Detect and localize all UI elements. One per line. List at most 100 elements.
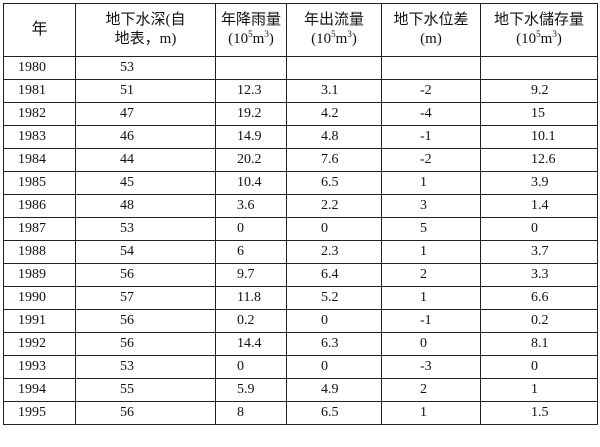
table-container: 年 地下水深(自 地表，m) 年降雨量 (105m3) 年出流量 (105m3)…: [3, 3, 598, 425]
header-water-level-diff: 地下水位差 (m): [381, 3, 481, 57]
cell-depth: 51: [75, 79, 216, 103]
cell-depth: 56: [75, 332, 216, 356]
table-row: 1981 51 12.3 3.1 -2 9.2: [3, 79, 598, 103]
header-annual-outflow: 年出流量 (105m3): [286, 3, 382, 57]
header-level-line2: (m): [420, 31, 442, 47]
cell-storage: 8.1: [480, 332, 598, 356]
header-row: 年 地下水深(自 地表，m) 年降雨量 (105m3) 年出流量 (105m3)…: [3, 3, 598, 57]
cell-rainfall: 9.7: [215, 263, 287, 287]
cell-storage: 0: [480, 355, 598, 379]
cell-storage: 3.7: [480, 240, 598, 264]
header-year-label: 年: [31, 20, 48, 38]
cell-rainfall: 0: [215, 217, 287, 241]
cell-level-diff: 1: [381, 240, 481, 264]
cell-rainfall: [215, 56, 287, 80]
cell-storage: 15: [480, 102, 598, 126]
cell-storage: 12.6: [480, 148, 598, 172]
cell-storage: 9.2: [480, 79, 598, 103]
table-row: 1983 46 14.9 4.8 -1 10.1: [3, 125, 598, 149]
cell-depth: 45: [75, 171, 216, 195]
groundwater-data-table: 年 地下水深(自 地表，m) 年降雨量 (105m3) 年出流量 (105m3)…: [3, 3, 598, 425]
cell-storage: 0: [480, 217, 598, 241]
header-year: 年: [3, 3, 76, 57]
cell-rainfall: 8: [215, 401, 287, 425]
cell-storage: 6.6: [480, 286, 598, 310]
cell-outflow: 0: [286, 355, 382, 379]
cell-rainfall: 0: [215, 355, 287, 379]
cell-depth: 56: [75, 401, 216, 425]
cell-level-diff: 2: [381, 263, 481, 287]
cell-year: 1993: [3, 355, 76, 379]
table-row: 1984 44 20.2 7.6 -2 12.6: [3, 148, 598, 172]
header-annual-rainfall: 年降雨量 (105m3): [215, 3, 287, 57]
header-level-line1: 地下水位差: [393, 11, 469, 28]
cell-rainfall: 0.2: [215, 309, 287, 333]
cell-storage: 3.3: [480, 263, 598, 287]
cell-outflow: 4.8: [286, 125, 382, 149]
cell-rainfall: 20.2: [215, 148, 287, 172]
cell-rainfall: 11.8: [215, 286, 287, 310]
cell-outflow: 7.6: [286, 148, 382, 172]
header-groundwater-storage: 地下水儲存量 (105m3): [480, 3, 598, 57]
cell-outflow: 0: [286, 309, 382, 333]
cell-outflow: 4.2: [286, 102, 382, 126]
header-outflow-line1: 年出流量: [303, 11, 364, 28]
table-row: 1992 56 14.4 6.3 0 8.1: [3, 332, 598, 356]
cell-year: 1983: [3, 125, 76, 149]
cell-year: 1992: [3, 332, 76, 356]
table-row: 1990 57 11.8 5.2 1 6.6: [3, 286, 598, 310]
table-row: 1988 54 6 2.3 1 3.7: [3, 240, 598, 264]
header-depth-line1: 地下水深(自: [105, 11, 186, 28]
cell-outflow: 6.4: [286, 263, 382, 287]
cell-storage: 1: [480, 378, 598, 402]
cell-depth: 54: [75, 240, 216, 264]
table-row: 1986 48 3.6 2.2 3 1.4: [3, 194, 598, 218]
cell-rainfall: 6: [215, 240, 287, 264]
cell-level-diff: 1: [381, 171, 481, 195]
cell-level-diff: 3: [381, 194, 481, 218]
cell-storage: [480, 56, 598, 80]
header-rainfall-line1: 年降雨量: [220, 11, 281, 28]
cell-level-diff: -2: [381, 148, 481, 172]
cell-year: 1986: [3, 194, 76, 218]
cell-outflow: 4.9: [286, 378, 382, 402]
cell-level-diff: 1: [381, 286, 481, 310]
cell-level-diff: 2: [381, 378, 481, 402]
cell-storage: 3.9: [480, 171, 598, 195]
cell-outflow: 6.5: [286, 401, 382, 425]
table-row: 1991 56 0.2 0 -1 0.2: [3, 309, 598, 333]
cell-depth: 55: [75, 378, 216, 402]
cell-depth: 56: [75, 263, 216, 287]
cell-year: 1981: [3, 79, 76, 103]
cell-rainfall: 10.4: [215, 171, 287, 195]
cell-level-diff: -4: [381, 102, 481, 126]
cell-depth: 57: [75, 286, 216, 310]
cell-depth: 53: [75, 355, 216, 379]
cell-level-diff: -1: [381, 309, 481, 333]
cell-storage: 1.4: [480, 194, 598, 218]
cell-rainfall: 12.3: [215, 79, 287, 103]
header-rainfall-unit: (105m3): [228, 29, 274, 48]
cell-storage: 1.5: [480, 401, 598, 425]
cell-year: 1980: [3, 56, 76, 80]
cell-depth: 48: [75, 194, 216, 218]
cell-level-diff: [381, 56, 481, 80]
cell-depth: 47: [75, 102, 216, 126]
table-row: 1994 55 5.9 4.9 2 1: [3, 378, 598, 402]
cell-depth: 44: [75, 148, 216, 172]
table-header: 年 地下水深(自 地表，m) 年降雨量 (105m3) 年出流量 (105m3)…: [3, 3, 598, 57]
header-groundwater-depth: 地下水深(自 地表，m): [75, 3, 216, 57]
cell-year: 1982: [3, 102, 76, 126]
cell-outflow: 2.2: [286, 194, 382, 218]
cell-rainfall: 19.2: [215, 102, 287, 126]
cell-level-diff: 0: [381, 332, 481, 356]
cell-year: 1984: [3, 148, 76, 172]
table-row: 1980 53: [3, 56, 598, 80]
cell-outflow: 2.3: [286, 240, 382, 264]
cell-level-diff: 1: [381, 401, 481, 425]
cell-year: 1988: [3, 240, 76, 264]
cell-rainfall: 3.6: [215, 194, 287, 218]
cell-year: 1991: [3, 309, 76, 333]
cell-outflow: 0: [286, 217, 382, 241]
cell-outflow: 5.2: [286, 286, 382, 310]
